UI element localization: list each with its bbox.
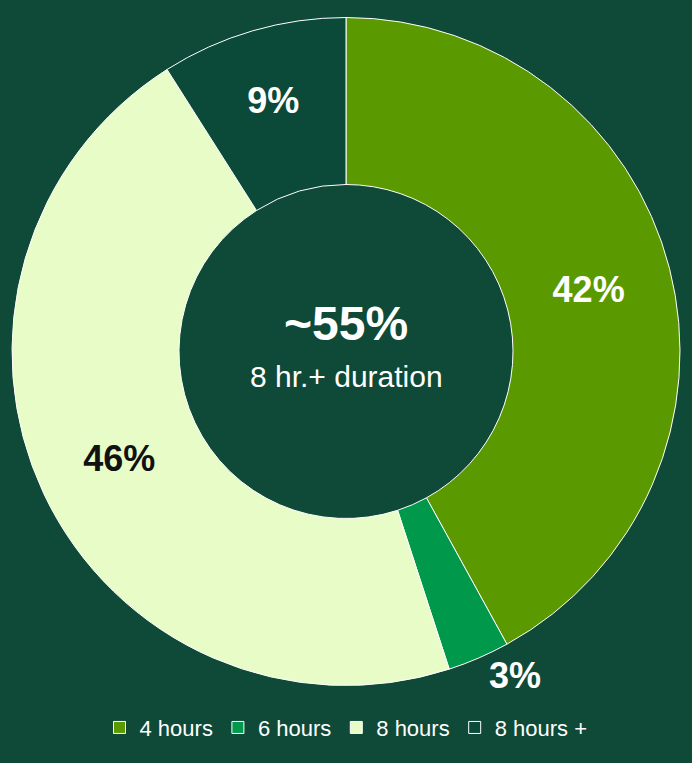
svg-text:3%: 3%: [489, 655, 541, 696]
svg-text:8 hours +: 8 hours +: [495, 716, 587, 741]
svg-text:6 hours: 6 hours: [258, 716, 331, 741]
svg-text:42%: 42%: [553, 269, 625, 310]
svg-text:8 hours: 8 hours: [376, 716, 449, 741]
svg-text:8 hr.+ duration: 8 hr.+ duration: [250, 360, 443, 393]
svg-text:~55%: ~55%: [284, 297, 408, 350]
svg-text:46%: 46%: [83, 438, 155, 479]
svg-text:4 hours: 4 hours: [140, 716, 213, 741]
svg-text:9%: 9%: [247, 80, 299, 121]
